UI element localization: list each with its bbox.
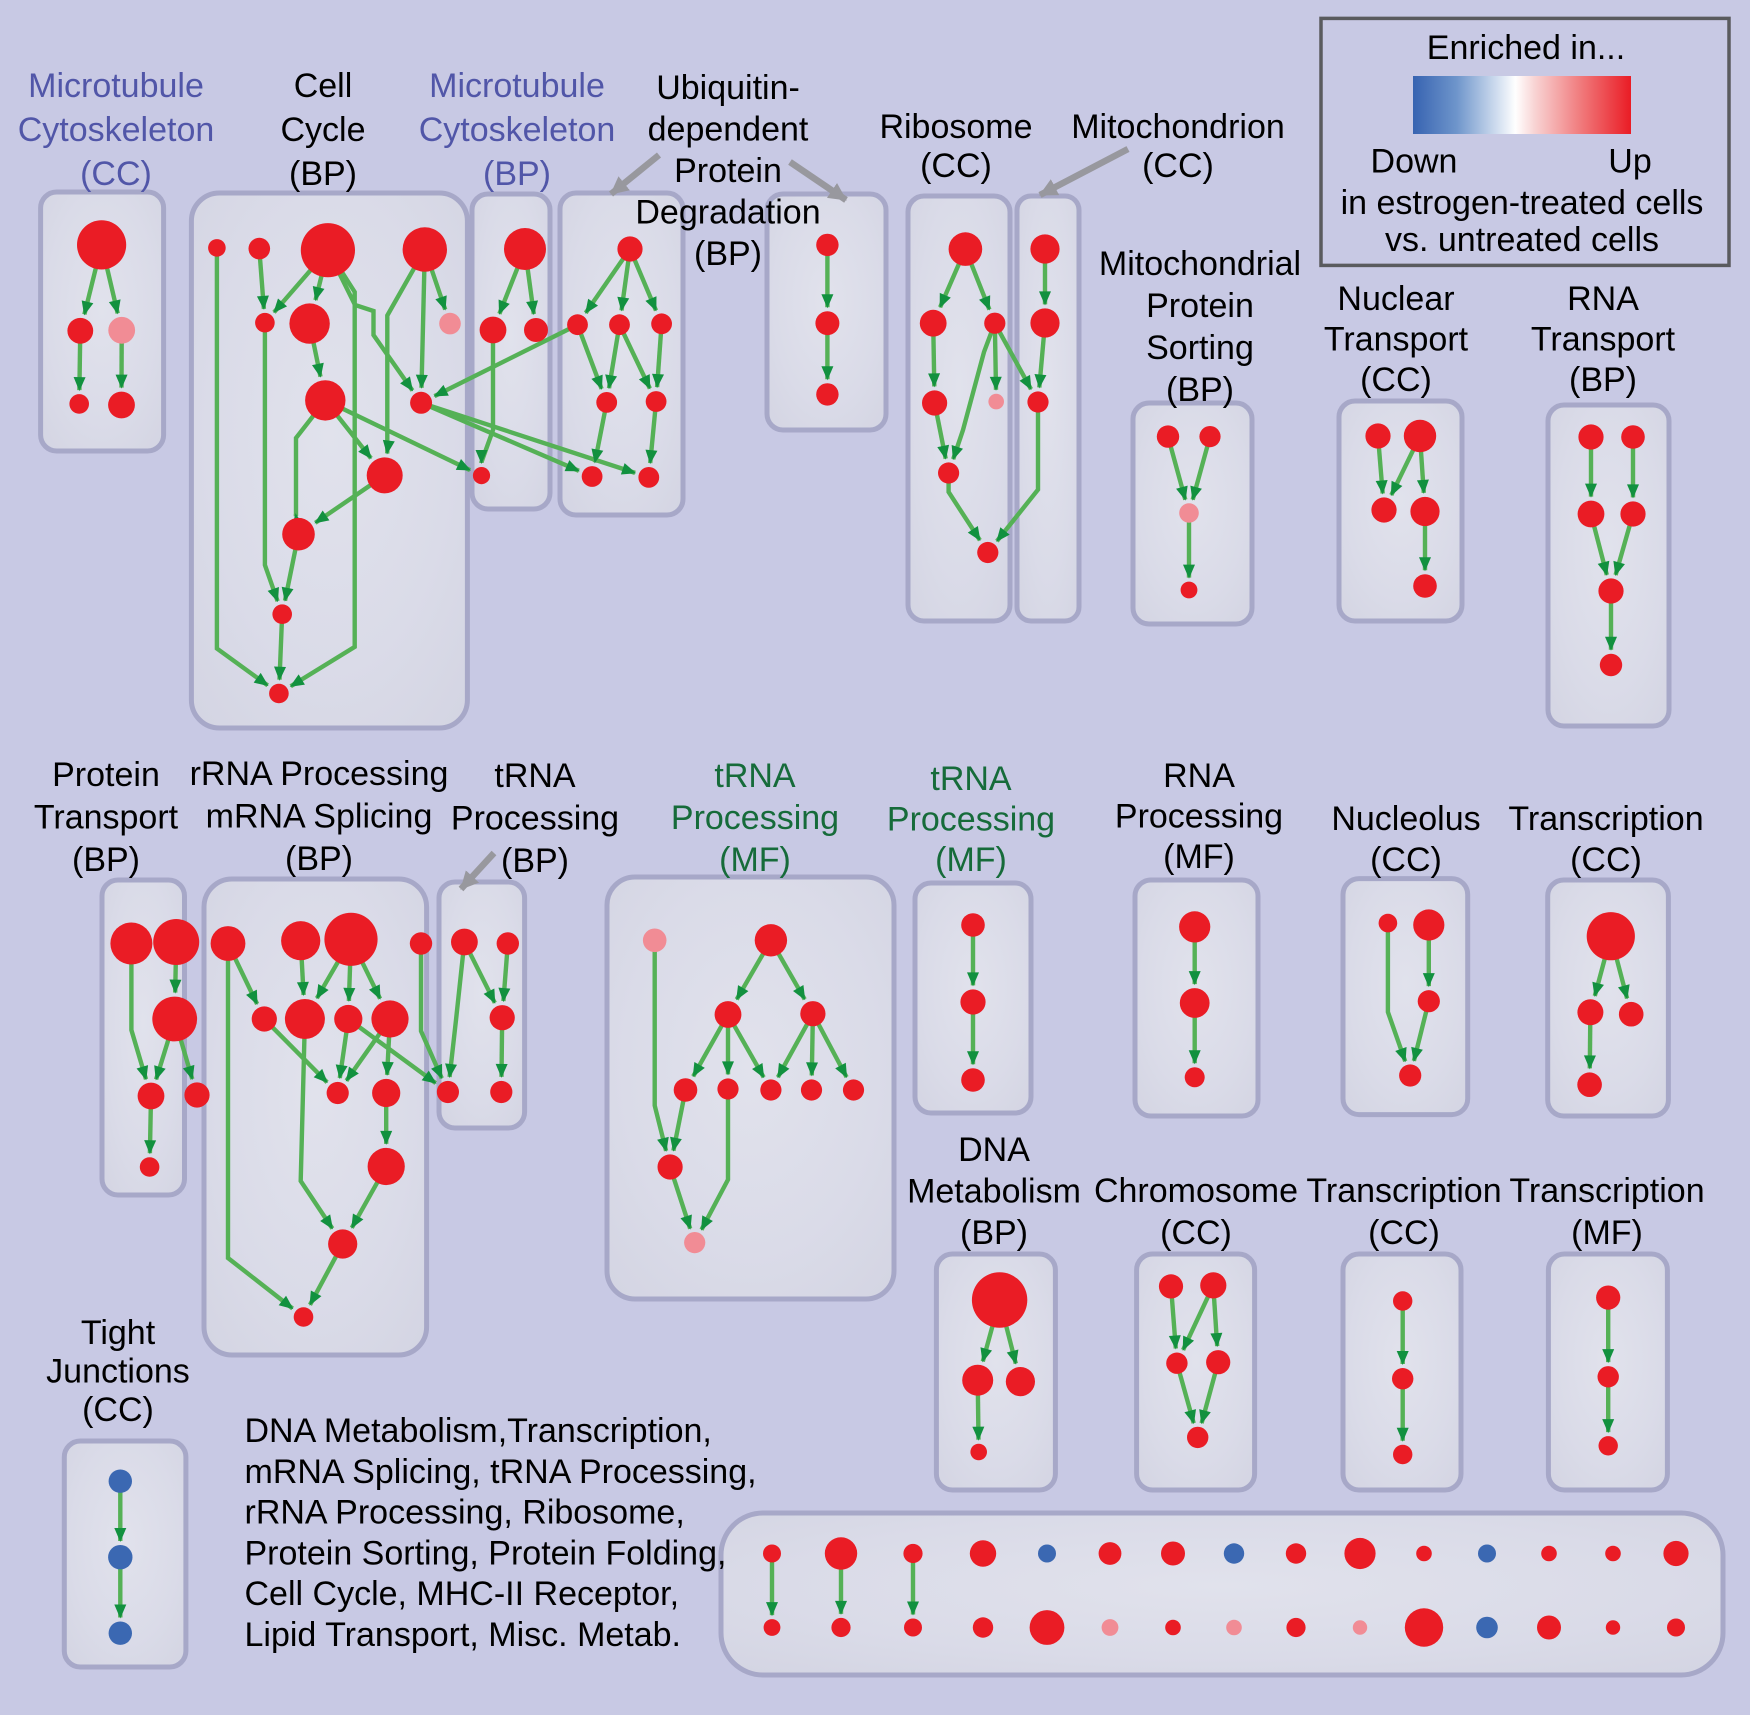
svg-text:(BP): (BP) — [483, 155, 551, 193]
svg-text:Microtubule: Microtubule — [429, 67, 605, 105]
svg-text:Sorting: Sorting — [1146, 329, 1254, 367]
svg-text:Ubiquitin-: Ubiquitin- — [656, 69, 800, 107]
svg-text:(CC): (CC) — [1142, 147, 1214, 185]
svg-text:Junctions: Junctions — [46, 1353, 190, 1391]
svg-text:Cycle: Cycle — [280, 111, 365, 149]
svg-text:(BP): (BP) — [72, 841, 140, 879]
svg-text:(CC): (CC) — [1370, 841, 1442, 879]
svg-text:Transport: Transport — [1324, 321, 1469, 359]
svg-text:(MF): (MF) — [935, 841, 1007, 879]
svg-text:Protein: Protein — [1146, 287, 1254, 325]
svg-text:(CC): (CC) — [1160, 1214, 1232, 1252]
svg-text:Nucleolus: Nucleolus — [1331, 800, 1480, 838]
svg-text:Transcription: Transcription — [1509, 1172, 1704, 1210]
svg-text:Nuclear: Nuclear — [1337, 280, 1454, 318]
svg-text:Protein Sorting, Protein Foldi: Protein Sorting, Protein Folding, — [245, 1534, 727, 1572]
svg-text:Enriched in...: Enriched in... — [1427, 29, 1625, 67]
svg-text:(BP): (BP) — [1569, 361, 1637, 399]
svg-text:vs. untreated cells: vs. untreated cells — [1385, 221, 1659, 259]
svg-text:Processing: Processing — [1115, 798, 1283, 836]
svg-text:Cell: Cell — [294, 67, 353, 105]
svg-text:(CC): (CC) — [1360, 361, 1432, 399]
svg-text:Mitochondrial: Mitochondrial — [1099, 245, 1301, 283]
svg-text:Metabolism: Metabolism — [907, 1173, 1081, 1211]
svg-text:(BP): (BP) — [289, 155, 357, 193]
svg-text:Protein: Protein — [674, 152, 782, 190]
svg-text:(MF): (MF) — [719, 841, 791, 879]
svg-text:RNA: RNA — [1163, 757, 1235, 795]
svg-text:Down: Down — [1371, 143, 1458, 181]
svg-text:Up: Up — [1608, 143, 1651, 181]
svg-text:(CC): (CC) — [1570, 841, 1642, 879]
svg-text:in estrogen-treated cells: in estrogen-treated cells — [1341, 184, 1704, 222]
svg-text:Tight: Tight — [81, 1314, 156, 1352]
svg-text:Transcription: Transcription — [1508, 800, 1703, 838]
svg-text:RNA: RNA — [1567, 280, 1639, 318]
svg-text:(CC): (CC) — [920, 147, 992, 185]
svg-text:Processing: Processing — [671, 799, 839, 837]
svg-text:Cell Cycle, MHC-II Receptor,: Cell Cycle, MHC-II Receptor, — [245, 1575, 680, 1613]
svg-text:Protein: Protein — [52, 756, 160, 794]
svg-text:(BP): (BP) — [1166, 371, 1234, 409]
svg-text:Transcription: Transcription — [1306, 1172, 1501, 1210]
svg-text:(MF): (MF) — [1163, 838, 1235, 876]
svg-text:(CC): (CC) — [82, 1391, 154, 1429]
svg-text:Mitochondrion: Mitochondrion — [1071, 108, 1285, 146]
svg-text:tRNA: tRNA — [494, 757, 576, 795]
svg-text:Chromosome: Chromosome — [1094, 1172, 1298, 1210]
svg-text:(CC): (CC) — [1368, 1214, 1440, 1252]
svg-text:(BP): (BP) — [285, 840, 353, 878]
svg-text:mRNA Splicing: mRNA Splicing — [206, 798, 433, 836]
svg-text:Cytoskeleton: Cytoskeleton — [18, 111, 215, 149]
svg-text:tRNA: tRNA — [714, 757, 796, 795]
svg-text:Cytoskeleton: Cytoskeleton — [419, 111, 616, 149]
svg-text:(MF): (MF) — [1571, 1214, 1643, 1252]
svg-text:(BP): (BP) — [501, 842, 569, 880]
svg-text:(CC): (CC) — [80, 155, 152, 193]
svg-text:Microtubule: Microtubule — [28, 67, 204, 105]
svg-text:Lipid Transport, Misc. Metab.: Lipid Transport, Misc. Metab. — [245, 1616, 682, 1654]
svg-text:DNA Metabolism,Transcription,: DNA Metabolism,Transcription, — [245, 1412, 712, 1450]
svg-text:Processing: Processing — [887, 801, 1055, 839]
svg-text:(BP): (BP) — [960, 1214, 1028, 1252]
svg-text:Transport: Transport — [1531, 321, 1676, 359]
svg-text:mRNA Splicing, tRNA Processing: mRNA Splicing, tRNA Processing, — [245, 1453, 757, 1491]
svg-text:Ribosome: Ribosome — [879, 108, 1032, 146]
svg-text:Processing: Processing — [451, 800, 619, 838]
svg-text:dependent: dependent — [648, 111, 809, 149]
svg-text:rRNA Processing, Ribosome,: rRNA Processing, Ribosome, — [245, 1494, 685, 1532]
svg-text:tRNA: tRNA — [930, 760, 1012, 798]
svg-text:DNA: DNA — [958, 1131, 1030, 1169]
svg-text:Degradation: Degradation — [635, 194, 820, 232]
svg-text:Transport: Transport — [34, 799, 179, 837]
svg-text:(BP): (BP) — [694, 235, 762, 273]
svg-text:rRNA Processing: rRNA Processing — [190, 755, 449, 793]
